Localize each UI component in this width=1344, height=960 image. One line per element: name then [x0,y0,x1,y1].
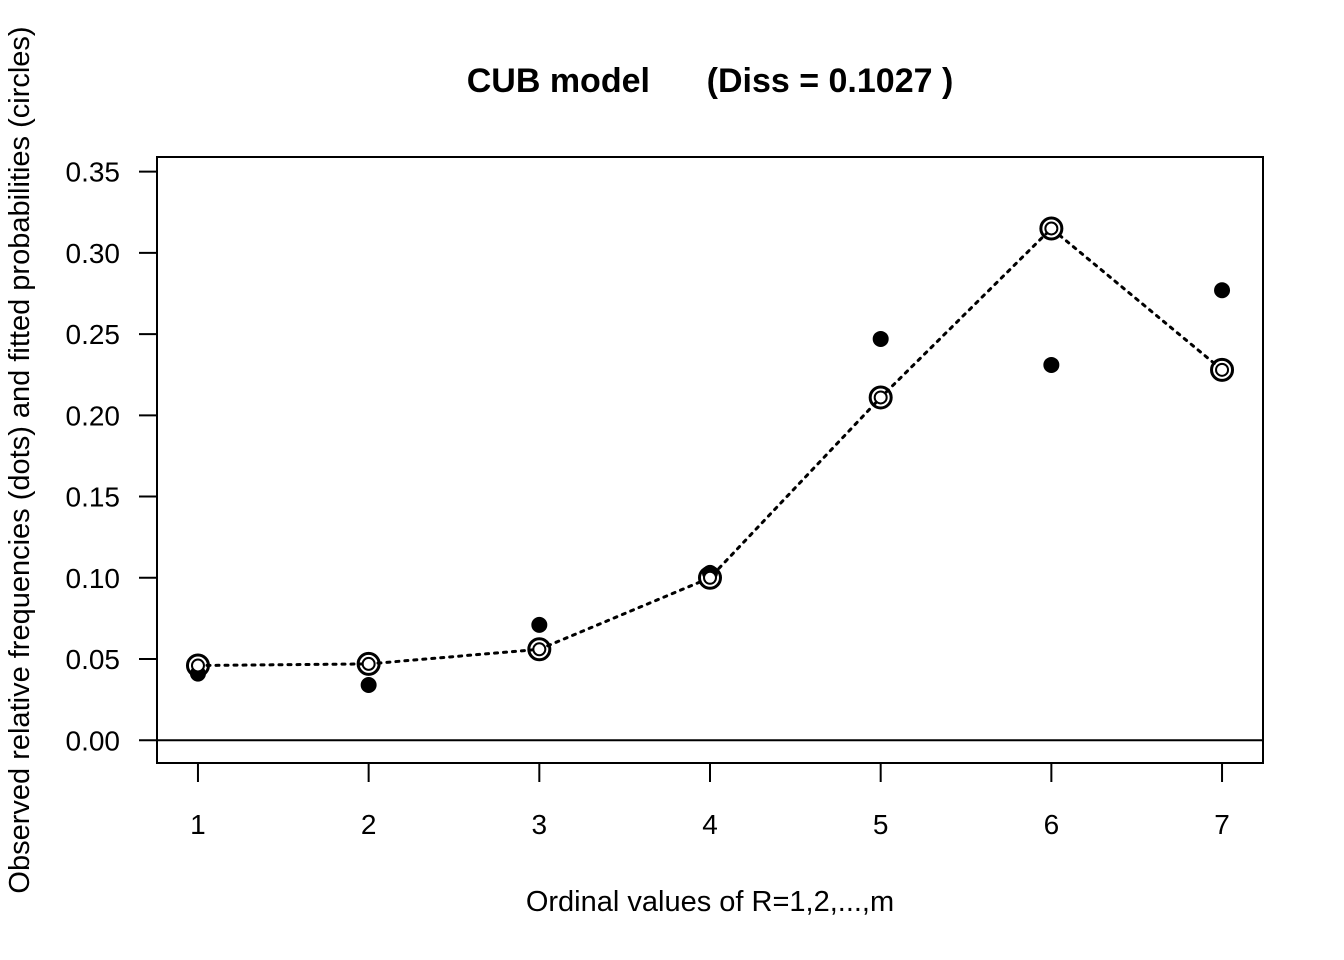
y-tick-label: 0.15 [66,482,121,513]
observed-dot [1214,282,1231,299]
x-tick-label: 4 [702,809,718,840]
fitted-circle-outer [356,651,381,676]
fitted-circle-inner [1044,221,1059,236]
fitted-circle-inner [873,390,888,405]
fitted-series-line [196,226,1224,667]
observed-points [189,282,1231,694]
x-tick-label: 7 [1214,809,1230,840]
y-tick-label: 0.20 [66,400,121,431]
fitted-circle-outer [527,637,552,662]
y-tick-label: 0.05 [66,644,121,675]
fitted-circle-outer [1039,216,1064,241]
x-tick-label: 2 [361,809,377,840]
observed-dot [1043,356,1060,373]
fitted-circle-inner [361,656,376,671]
fitted-circle-inner [190,658,205,673]
fitted-line [196,226,1224,667]
fitted-circle-outer [868,385,893,410]
y-tick-label: 0.35 [66,157,121,188]
x-axis: 1 2 3 4 5 6 7 [190,762,1230,840]
observed-dot [531,616,548,633]
y-tick-label: 0.25 [66,319,121,350]
fitted-circle-inner [703,570,717,585]
x-tick-label: 3 [532,809,548,840]
x-tick-label: 6 [1044,809,1060,840]
observed-dot [360,677,377,694]
chart-title: CUB model (Diss = 0.1027 ) [467,62,954,100]
x-tick-label: 5 [873,809,889,840]
fitted-circle-inner [1215,362,1230,377]
x-axis-label: Ordinal values of R=1,2,...,m [526,886,894,918]
y-axis-label: Observed relative frequencies (dots) and… [4,26,36,893]
fitted-circle-outer [185,653,210,678]
observed-dot [872,330,889,347]
fitted-circle-inner [532,642,547,657]
plot-frame [156,156,1264,764]
fitted-circle-outer [698,565,722,590]
y-axis: 0.00 0.05 0.10 0.15 0.20 0.25 0.30 0.35 [66,157,158,756]
fitted-points [185,216,1235,678]
fitted-circle-outer [1210,357,1235,382]
y-tick-label: 0.00 [66,725,121,756]
y-tick-label: 0.30 [66,238,121,269]
x-tick-label: 1 [190,809,206,840]
y-tick-label: 0.10 [66,563,121,594]
